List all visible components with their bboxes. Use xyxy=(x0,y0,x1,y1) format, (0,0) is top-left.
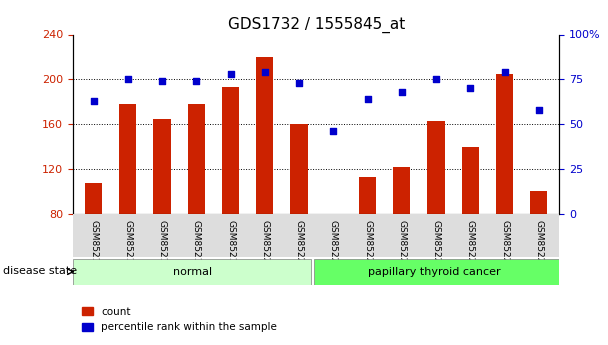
Text: GSM85226: GSM85226 xyxy=(466,220,475,269)
Text: GSM85215: GSM85215 xyxy=(89,220,98,269)
Point xyxy=(260,69,269,75)
Bar xyxy=(119,104,136,214)
Bar xyxy=(427,121,444,214)
Text: GSM85227: GSM85227 xyxy=(500,220,509,269)
Point xyxy=(294,80,304,86)
Point xyxy=(89,98,98,104)
Text: GSM85221: GSM85221 xyxy=(294,220,303,269)
Point xyxy=(363,96,373,102)
Point xyxy=(157,78,167,84)
Bar xyxy=(291,124,308,214)
Point xyxy=(328,129,338,134)
Point xyxy=(226,71,235,77)
Title: GDS1732 / 1555845_at: GDS1732 / 1555845_at xyxy=(227,17,405,33)
Bar xyxy=(73,259,311,285)
Text: GSM85216: GSM85216 xyxy=(123,220,133,269)
Bar xyxy=(222,87,239,214)
Bar xyxy=(461,147,479,214)
Bar xyxy=(393,167,410,214)
Text: papillary thyroid cancer: papillary thyroid cancer xyxy=(368,267,500,277)
Text: GSM85218: GSM85218 xyxy=(192,220,201,269)
Bar xyxy=(85,183,102,214)
Text: normal: normal xyxy=(173,267,212,277)
Text: GSM85220: GSM85220 xyxy=(260,220,269,269)
Bar xyxy=(314,259,559,285)
Text: GSM85225: GSM85225 xyxy=(432,220,441,269)
Text: GSM85223: GSM85223 xyxy=(363,220,372,269)
Point xyxy=(397,89,407,95)
Point xyxy=(192,78,201,84)
Text: GSM85224: GSM85224 xyxy=(397,220,406,269)
Point xyxy=(466,86,475,91)
Text: GSM85217: GSM85217 xyxy=(157,220,167,269)
Text: GSM85228: GSM85228 xyxy=(534,220,544,269)
Bar xyxy=(530,191,547,214)
Bar xyxy=(359,177,376,214)
Text: GSM85222: GSM85222 xyxy=(329,220,338,269)
Bar xyxy=(188,104,205,214)
Text: disease state: disease state xyxy=(3,266,77,276)
Point xyxy=(123,77,133,82)
Text: GSM85219: GSM85219 xyxy=(226,220,235,269)
Point xyxy=(534,107,544,112)
Bar xyxy=(256,57,274,214)
Bar xyxy=(496,74,513,214)
Point xyxy=(431,77,441,82)
Bar xyxy=(153,119,171,214)
Point xyxy=(500,69,510,75)
Legend: count, percentile rank within the sample: count, percentile rank within the sample xyxy=(78,303,281,336)
